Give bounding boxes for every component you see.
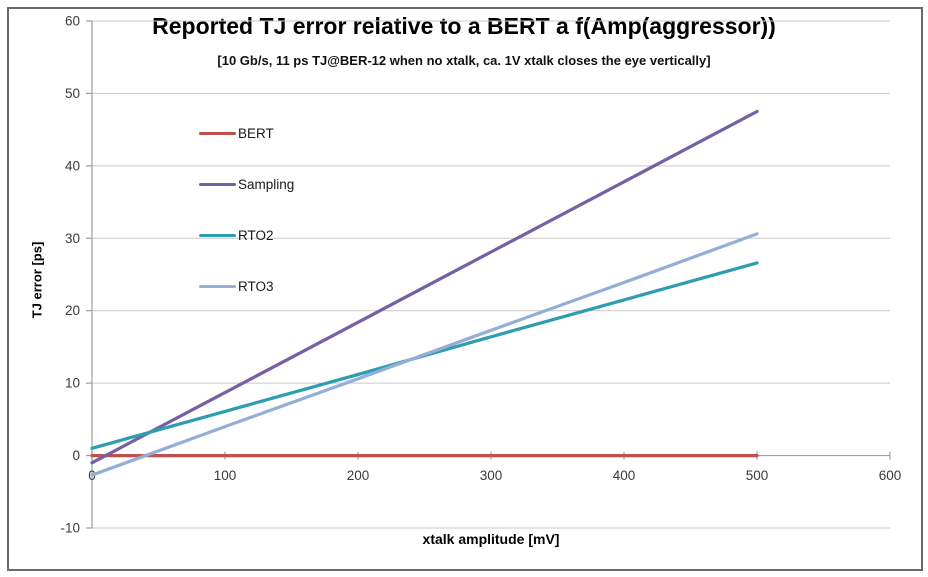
legend-line-swatch: [199, 284, 236, 289]
x-tick-label: 600: [879, 468, 902, 483]
legend: BERT Sampling RTO2 RTO3: [199, 108, 294, 312]
chart-subtitle: [10 Gb/s, 11 ps TJ@BER-12 when no xtalk,…: [217, 53, 711, 68]
x-tick-label: 300: [480, 468, 503, 483]
legend-line-swatch: [199, 233, 236, 238]
legend-item-sampling: Sampling: [199, 159, 294, 210]
x-tick-label: 400: [613, 468, 636, 483]
legend-label: RTO3: [238, 279, 274, 294]
legend-item-rto3: RTO3: [199, 261, 294, 312]
y-tick-label: 20: [65, 303, 80, 318]
x-tick-label: 100: [214, 468, 237, 483]
legend-item-rto2: RTO2: [199, 210, 294, 261]
legend-line-swatch: [199, 182, 236, 187]
legend-label: BERT: [238, 126, 274, 141]
y-tick-label: 10: [65, 376, 80, 391]
y-tick-label: -10: [60, 521, 80, 536]
legend-label: RTO2: [238, 228, 274, 243]
y-tick-label: 40: [65, 158, 80, 173]
legend-label: Sampling: [238, 177, 295, 192]
x-axis-title: xtalk amplitude [mV]: [422, 531, 560, 547]
legend-line-swatch: [199, 131, 236, 136]
series-line-rto3: [90, 232, 759, 477]
y-tick-label: 50: [65, 86, 80, 101]
y-tick-label: 30: [65, 231, 80, 246]
chart-title: Reported TJ error relative to a BERT a f…: [152, 13, 776, 39]
series-line-sampling: [90, 109, 759, 465]
y-tick-label: 60: [65, 14, 80, 29]
x-tick-label: 500: [746, 468, 769, 483]
y-tick-label: 0: [72, 448, 80, 463]
legend-item-bert: BERT: [199, 108, 294, 159]
x-tick-label: 200: [347, 468, 370, 483]
